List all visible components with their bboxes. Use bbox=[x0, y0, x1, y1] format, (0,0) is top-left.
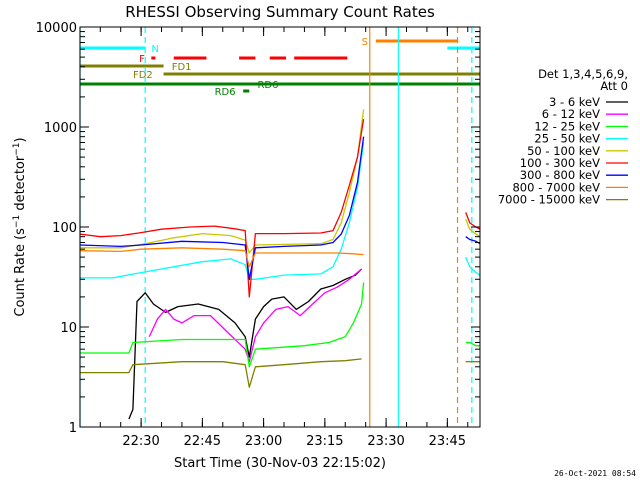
legend-header-line2: Att 0 bbox=[600, 79, 628, 93]
flag-label-fd2: FD2 bbox=[133, 70, 153, 81]
generated-timestamp: 26-Oct-2021 08:54 bbox=[554, 469, 636, 478]
legend-entry-label: 50 - 100 keV bbox=[527, 144, 600, 158]
series-line-300-800-keV bbox=[79, 136, 365, 280]
late-series-line-25-50-keV bbox=[465, 256, 481, 276]
y-tick-label: 10 bbox=[60, 321, 77, 336]
series-line-25-50-keV bbox=[80, 142, 365, 280]
series-line-12-25-keV bbox=[80, 282, 365, 368]
y-label-end: ) bbox=[13, 137, 28, 142]
x-axis-label: Start Time (30-Nov-03 22:15:02) bbox=[174, 456, 386, 471]
legend-entry-label: 12 - 25 keV bbox=[534, 119, 600, 133]
flags-layer: NF FD1 FD2 RD6 RD6 S bbox=[80, 37, 480, 98]
y-tick-label: 100 bbox=[52, 221, 77, 236]
flag-label-s: S bbox=[362, 37, 368, 48]
y-tick-label: 1 bbox=[69, 421, 77, 436]
legend-entry-label: 100 - 300 keV bbox=[520, 156, 600, 170]
y-tick-label: 10000 bbox=[36, 21, 77, 36]
x-tick-label: 23:45 bbox=[429, 434, 466, 449]
ticks-layer: 1 10 100 1000 10000 22:30 22:45 23:00 23:15 23:30… bbox=[36, 21, 480, 449]
series-layer bbox=[79, 109, 481, 420]
x-tick-label: 23:30 bbox=[367, 434, 404, 449]
legend-entry-label: 6 - 12 keV bbox=[542, 107, 600, 121]
x-tick-label: 22:45 bbox=[184, 434, 221, 449]
late-series-line-12-25-keV bbox=[465, 341, 480, 347]
legend-header-line1: Det 1,3,4,5,6,9, bbox=[538, 67, 628, 81]
legend-entry-label: 300 - 800 keV bbox=[520, 168, 600, 182]
flag-label-fd1: FD1 bbox=[172, 62, 192, 73]
flag-label-f: F bbox=[139, 54, 145, 65]
x-tick-label: 23:00 bbox=[245, 434, 282, 449]
legend-entry-label: 3 - 6 keV bbox=[549, 95, 600, 109]
late-series-line-50-100-keV bbox=[465, 218, 481, 238]
flag-label-n: N bbox=[151, 44, 158, 55]
legend-entry-label: 800 - 7000 keV bbox=[512, 180, 600, 194]
x-tick-label: 22:30 bbox=[122, 434, 159, 449]
series-line-7000-15000-keV bbox=[80, 358, 362, 388]
series-line-800-7000-keV bbox=[79, 247, 364, 268]
y-axis-label: Count Rate (s−1 detector−1) bbox=[12, 137, 28, 316]
x-tick-label: 23:15 bbox=[306, 434, 343, 449]
chart-title: RHESSI Observing Summary Count Rates bbox=[125, 3, 435, 21]
legend-entry-label: 7000 - 15000 keV bbox=[498, 193, 600, 207]
series-line-3-6-keV bbox=[128, 268, 363, 420]
y-tick-label: 1000 bbox=[44, 121, 77, 136]
y-label-main: Count Rate (s bbox=[13, 228, 28, 317]
late-series-line-100-300-keV bbox=[465, 212, 481, 230]
series-line-50-100-keV bbox=[80, 109, 365, 254]
series-line-6-12-keV bbox=[148, 268, 363, 363]
flag-label-rd6: RD6 bbox=[215, 87, 236, 98]
flag-label-rd6: RD6 bbox=[257, 80, 278, 91]
y-label-mid: detector bbox=[13, 155, 28, 215]
y-label-sup1: −1 bbox=[12, 215, 22, 228]
legend-entry-label: 25 - 50 keV bbox=[534, 132, 600, 146]
y-label-sup2: −1 bbox=[12, 142, 22, 155]
